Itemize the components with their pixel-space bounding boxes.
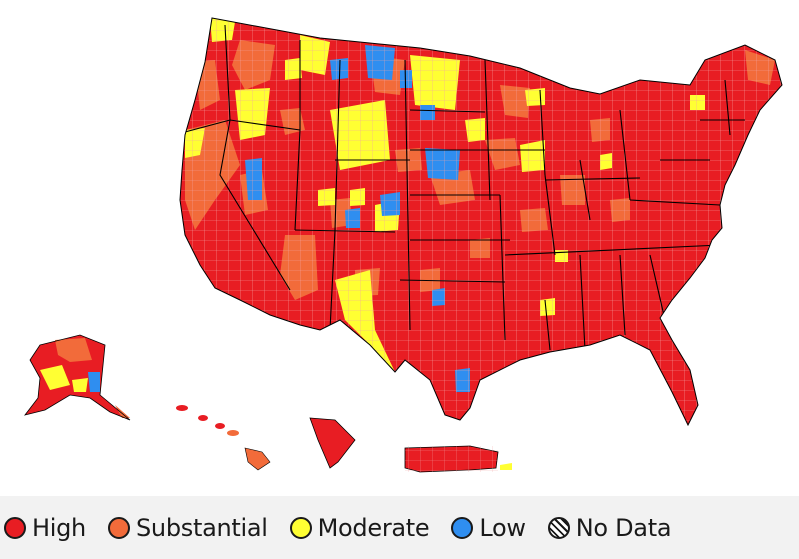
legend-label-high: High (32, 513, 86, 542)
legend-item-substantial[interactable]: Substantial (107, 513, 268, 542)
legend-item-moderate[interactable]: Moderate (289, 513, 430, 542)
legend-label-low: Low (479, 513, 526, 542)
legend: High Substantial Moderate Low No Data (0, 496, 799, 559)
no-data-hatch-icon (547, 516, 570, 539)
legend-label-substantial: Substantial (135, 513, 268, 542)
territory-insert (309, 417, 356, 469)
legend-item-high[interactable]: High (4, 514, 86, 542)
legend-item-low[interactable]: Low (451, 513, 526, 542)
substantial-swatch-icon (107, 516, 130, 539)
legend-label-moderate: Moderate (317, 513, 430, 542)
us-transmission-map (23, 17, 783, 473)
hawaii (176, 405, 271, 471)
state-borders (184, 24, 745, 351)
legend-item-no-data[interactable]: No Data (547, 513, 672, 542)
low-swatch-icon (451, 516, 474, 539)
high-swatch-icon (4, 516, 26, 539)
alaska (23, 334, 131, 421)
legend-label-no-data: No Data (575, 513, 672, 542)
contiguous-us (179, 17, 783, 426)
puerto-rico (404, 445, 512, 473)
moderate-swatch-icon (289, 516, 312, 539)
